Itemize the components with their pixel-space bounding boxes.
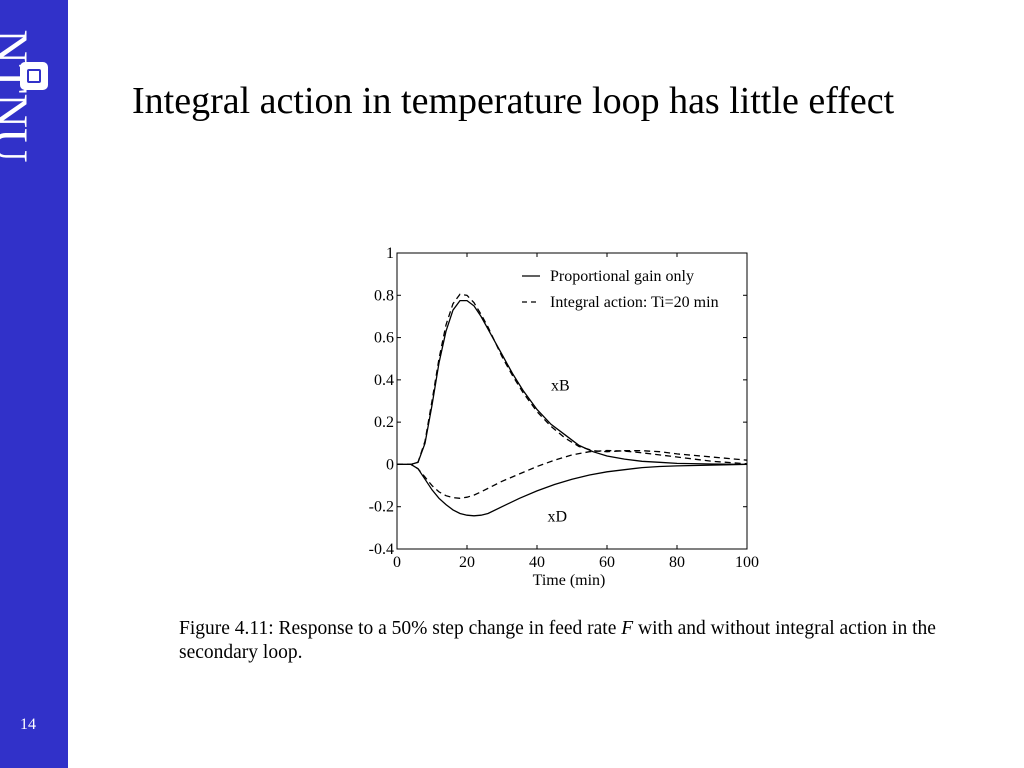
x-axis-label: Time (min) — [533, 572, 606, 589]
caption-text-before: Figure 4.11: Response to a 50% step chan… — [179, 618, 622, 639]
x-tick-label: 20 — [459, 554, 475, 571]
x-tick-label: 60 — [599, 554, 615, 571]
curve-label-xd: xD — [548, 509, 568, 526]
x-tick-label: 40 — [529, 554, 545, 571]
series-line-3 — [397, 463, 748, 517]
series-line-2 — [397, 293, 748, 466]
series-line-1 — [397, 299, 748, 466]
legend-label-2: Integral action: Ti=20 min — [550, 294, 719, 311]
x-tick-label: 100 — [735, 554, 759, 571]
y-tick-label: 0.6 — [374, 330, 394, 347]
y-tick-label: -0.4 — [369, 541, 394, 558]
y-tick-label: 0.2 — [374, 414, 394, 431]
slide-title: Integral action in temperature loop has … — [132, 80, 895, 122]
y-tick-label: 0.4 — [374, 372, 394, 389]
y-tick-label: 0 — [386, 456, 394, 473]
y-tick-label: 1 — [386, 245, 394, 262]
figure-caption: Figure 4.11: Response to a 50% step chan… — [179, 617, 979, 666]
y-tick-label: 0.8 — [374, 287, 394, 304]
plot-frame — [396, 252, 748, 550]
sidebar: NTNU 14 — [0, 0, 68, 768]
ntnu-logo-square-icon — [20, 62, 48, 90]
x-tick-label: 80 — [669, 554, 685, 571]
legend-label-1: Proportional gain only — [550, 268, 694, 285]
slide-number: 14 — [20, 716, 36, 733]
series-line-4 — [397, 449, 748, 499]
x-tick-label: 0 — [393, 554, 401, 571]
caption-text-after: with and without integral action in the … — [179, 618, 936, 664]
caption-variable: F — [621, 618, 634, 639]
curve-label-xb: xB — [551, 377, 570, 394]
y-tick-label: -0.2 — [369, 499, 394, 516]
